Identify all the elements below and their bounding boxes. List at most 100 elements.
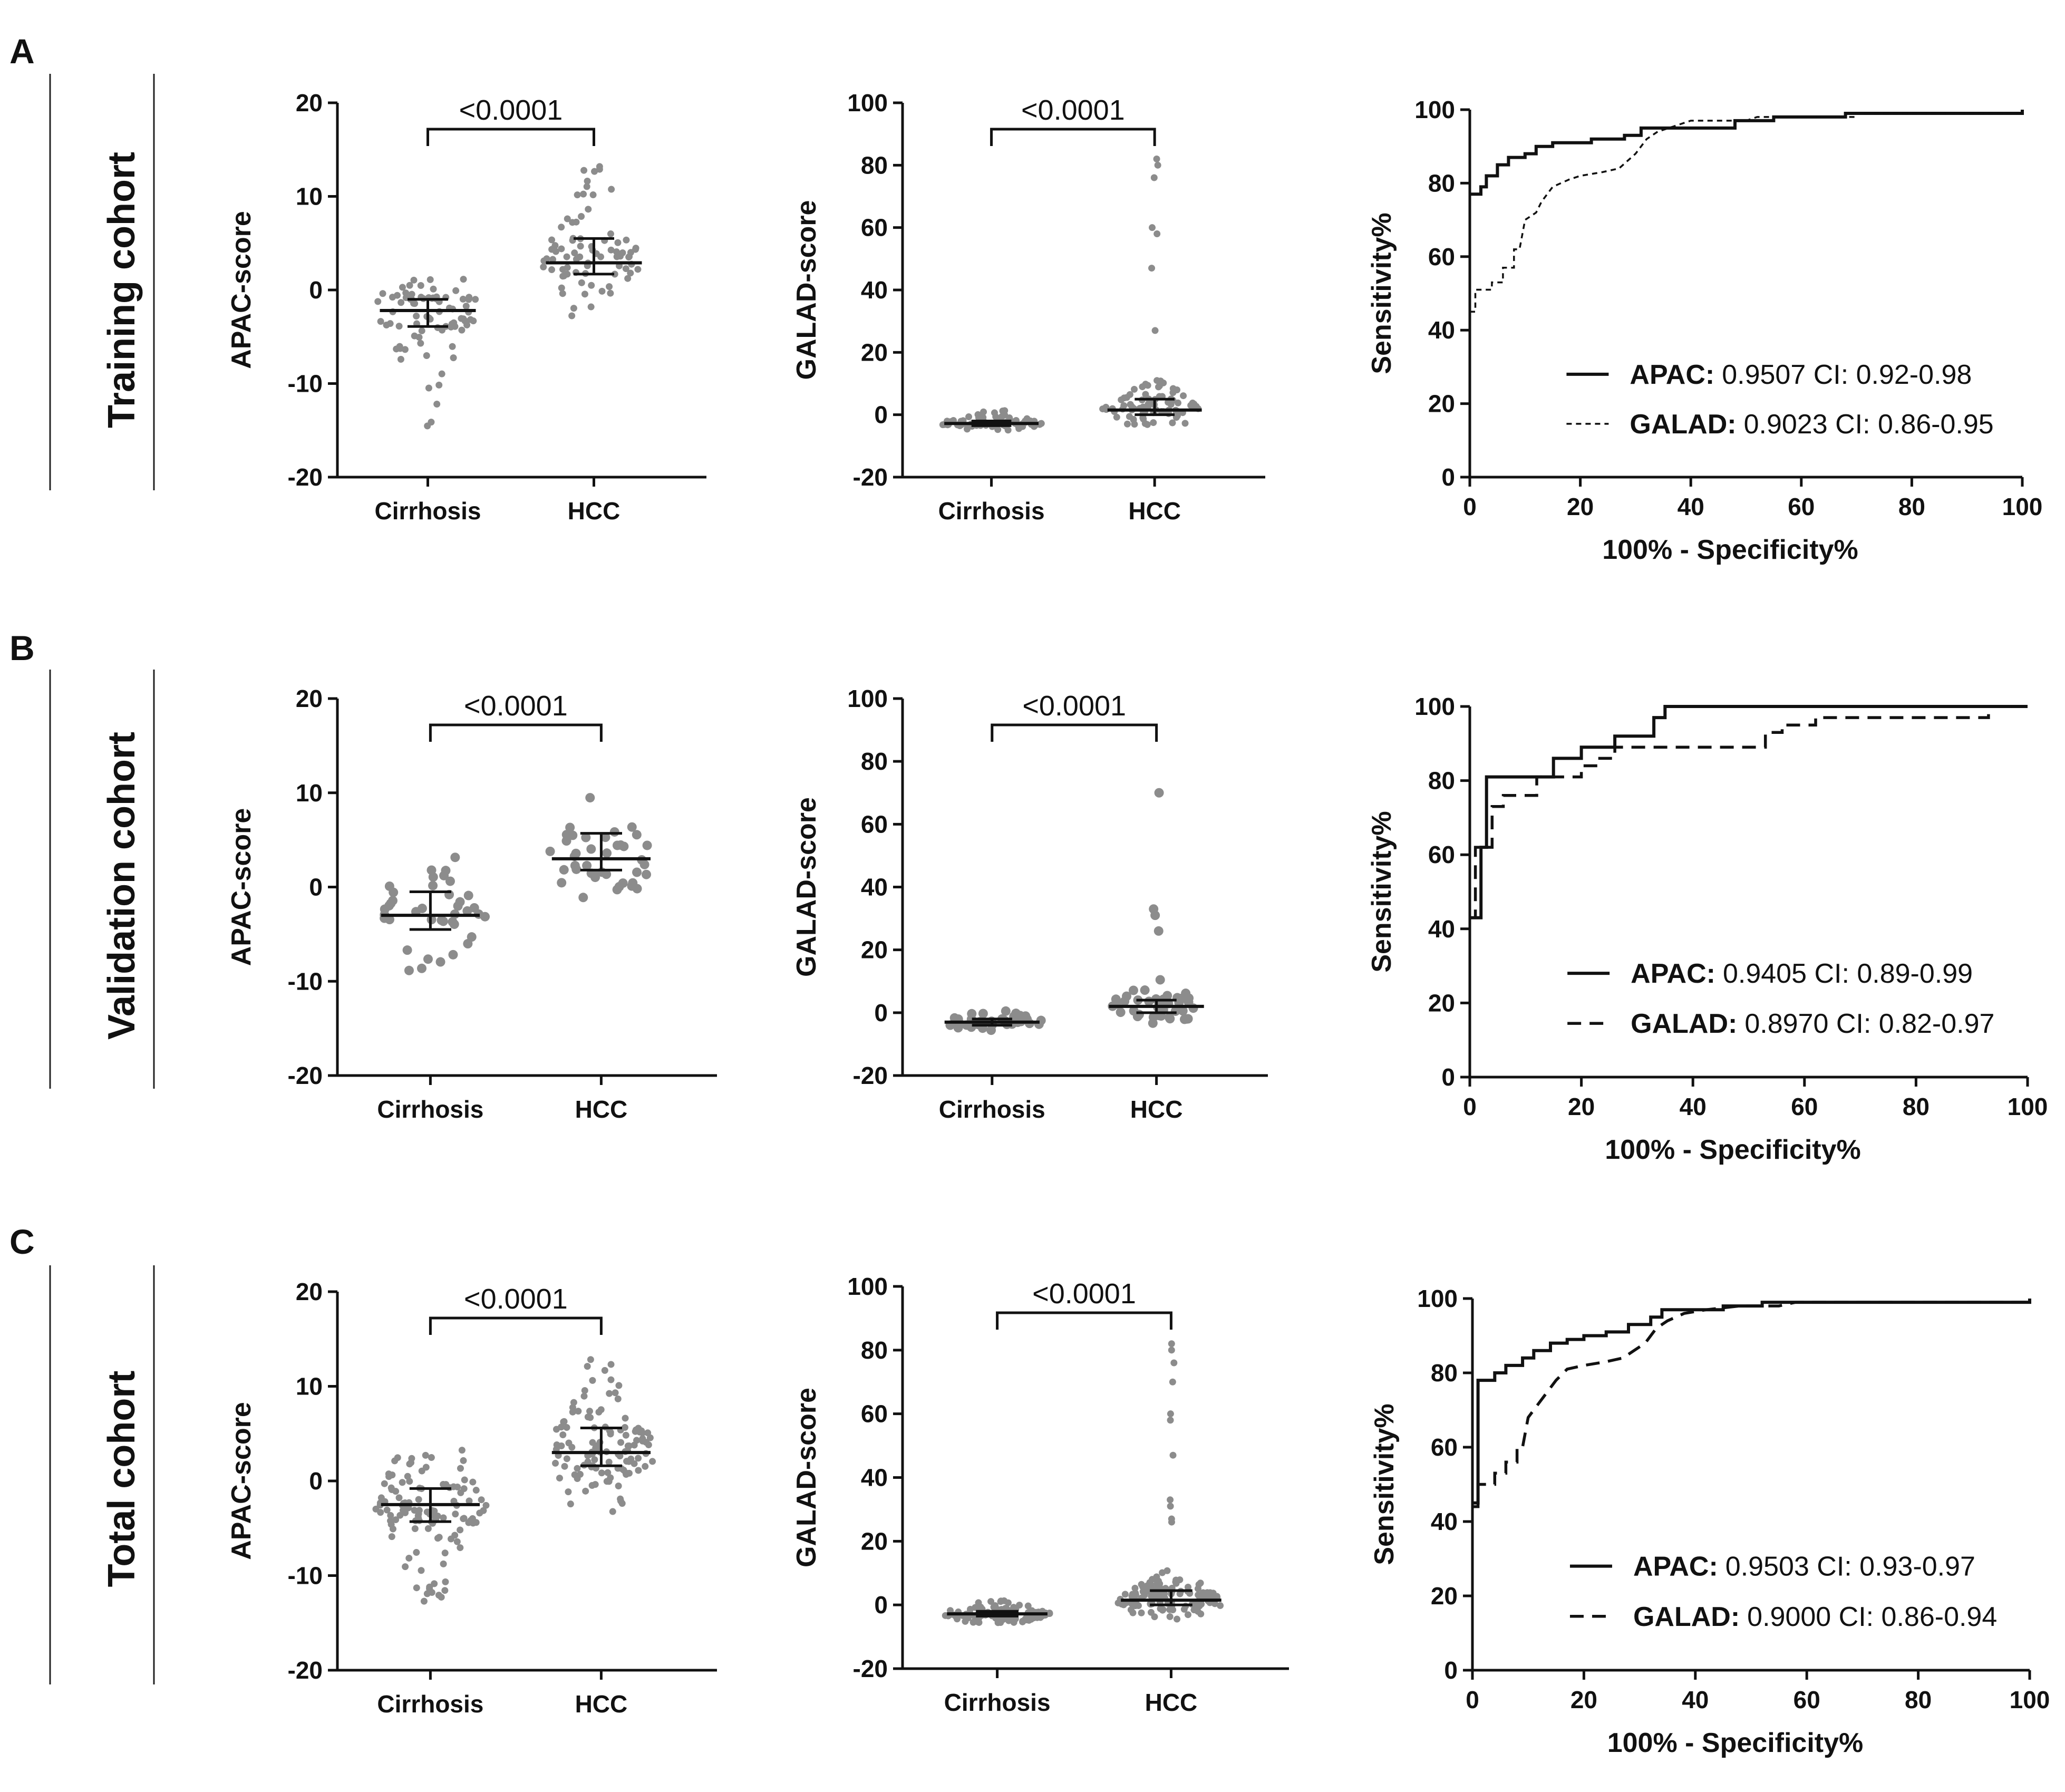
apac-dot-cirrhosis	[445, 876, 455, 886]
galad-y-axis-label: GALAD-score	[791, 200, 822, 380]
apac-dot-hcc	[618, 878, 628, 888]
galad-dot-cirrhosis	[977, 1603, 984, 1611]
apac-dot-cirrhosis	[377, 318, 384, 325]
apac-dot-cirrhosis	[411, 300, 419, 307]
apac-dot-hcc	[582, 1487, 589, 1495]
galad-y-tick-label: 0	[874, 401, 888, 429]
apac-dot-hcc	[581, 290, 588, 298]
roc-x-tick-label: 0	[1463, 1093, 1477, 1120]
apac-dot-cirrhosis	[411, 1525, 419, 1533]
galad-x-tick-label-cirrhosis: Cirrhosis	[939, 1096, 1045, 1123]
apac-dot-cirrhosis	[424, 1525, 432, 1532]
apac-y-tick-label: 0	[309, 1467, 323, 1495]
apac-dot-cirrhosis	[379, 290, 386, 297]
apac-dot-hcc	[585, 206, 592, 213]
apac-dot-hcc	[548, 266, 556, 274]
apac-dot-hcc	[624, 275, 632, 282]
apac-dot-cirrhosis	[402, 1563, 409, 1571]
apac-dot-hcc	[589, 1439, 596, 1446]
galad-dot-hcc	[1140, 985, 1150, 995]
roc-x-tick-label: 100	[2010, 1686, 2050, 1713]
apac-dot-cirrhosis	[457, 1465, 464, 1472]
apac-dot-cirrhosis	[457, 1526, 464, 1534]
galad-dot-hcc	[1174, 386, 1181, 394]
apac-dot-hcc	[564, 215, 571, 222]
apac-dot-cirrhosis	[435, 1534, 443, 1541]
apac-dot-cirrhosis	[372, 1505, 380, 1513]
apac-dot-hcc	[635, 1467, 642, 1474]
apac-dot-hcc	[619, 841, 629, 851]
galad-dot-hcc	[1183, 1014, 1193, 1024]
apac-dot-hcc	[604, 1469, 612, 1476]
roc-x-tick-label: 0	[1466, 1686, 1479, 1713]
apac-dot-cirrhosis	[423, 1590, 431, 1597]
galad-dot-cirrhosis	[994, 426, 1002, 433]
galad-dot-hcc	[1148, 1018, 1158, 1028]
apac-dot-cirrhosis	[422, 1464, 430, 1471]
apac-dot-cirrhosis	[449, 343, 456, 350]
galad-dot-hcc	[1158, 1591, 1165, 1598]
apac-dot-hcc	[568, 1444, 576, 1451]
roc-legend-entry-galad: GALAD: 0.8970 CI: 0.82-0.97	[1631, 1009, 1994, 1039]
galad-significance-bracket	[996, 1311, 1172, 1330]
galad-outlier-dot-hcc	[1153, 926, 1164, 936]
galad-dot-hcc	[1128, 1600, 1136, 1607]
apac-dot-cirrhosis	[448, 950, 458, 960]
roc-legend-name: GALAD:	[1633, 1602, 1740, 1632]
apac-dot-hcc	[578, 212, 585, 220]
apac-dot-hcc	[568, 312, 576, 319]
galad-dot-hcc	[1156, 382, 1163, 390]
galad-y-tick-label: 60	[861, 810, 888, 838]
roc-legend-stat: 0.8970 CI: 0.82-0.97	[1744, 1009, 1994, 1039]
apac-dot-cirrhosis	[466, 1497, 473, 1505]
roc-x-axis-label: 100% - Specificity%	[1602, 535, 1858, 565]
galad-outlier-dot-hcc	[1167, 1496, 1174, 1504]
apac-dot-cirrhosis	[428, 419, 435, 426]
apac-dot-cirrhosis	[410, 276, 418, 284]
apac-dot-hcc	[589, 191, 597, 199]
apac-dot-cirrhosis	[423, 1508, 431, 1516]
roc-legend-stat: 0.9503 CI: 0.93-0.97	[1725, 1552, 1975, 1582]
apac-dot-hcc	[624, 1442, 632, 1450]
galad-dot-cirrhosis	[980, 414, 987, 421]
apac-dot-cirrhosis	[460, 276, 467, 283]
galad-dot-cirrhosis	[949, 1013, 959, 1023]
apac-dot-hcc	[573, 218, 580, 226]
galad-y-tick-label: 100	[847, 89, 888, 117]
apac-dot-cirrhosis	[404, 965, 414, 975]
apac-dot-hcc	[552, 248, 559, 255]
galad-dot-cirrhosis	[986, 1025, 996, 1035]
apac-dot-cirrhosis	[426, 865, 437, 875]
galad-p-value: <0.0001	[1022, 690, 1126, 722]
galad-y-tick-label: 40	[861, 1464, 888, 1491]
apac-dot-cirrhosis	[415, 334, 423, 341]
galad-y-tick-label: 100	[847, 1273, 888, 1300]
galad-dot-cirrhosis	[1036, 1614, 1044, 1621]
apac-x-tick-label-cirrhosis: Cirrhosis	[375, 497, 481, 525]
apac-dot-hcc	[559, 865, 569, 875]
apac-dot-hcc	[557, 878, 567, 888]
apac-dot-cirrhosis	[423, 954, 433, 964]
apac-x-tick-label-cirrhosis: Cirrhosis	[377, 1096, 483, 1123]
roc-x-tick-label: 100	[2002, 493, 2043, 520]
roc-y-tick-label: 60	[1428, 243, 1455, 270]
apac-dot-hcc	[556, 1475, 563, 1482]
apac-dot-hcc	[584, 1363, 591, 1370]
galad-dot-hcc	[1120, 394, 1128, 402]
apac-dot-hcc	[582, 860, 592, 870]
apac-dot-hcc	[574, 1465, 581, 1472]
apac-dot-hcc	[623, 236, 630, 244]
apac-dot-cirrhosis	[394, 1454, 401, 1461]
galad-outlier-dot-hcc	[1154, 161, 1161, 169]
galad-dot-hcc	[1113, 413, 1120, 421]
apac-dot-hcc	[607, 1474, 614, 1481]
apac-y-tick-label: 10	[296, 779, 323, 807]
roc-x-tick-label: 40	[1678, 493, 1704, 520]
apac-dot-cirrhosis	[405, 1554, 413, 1562]
apac-dot-hcc	[601, 1367, 608, 1374]
roc-y-tick-label: 80	[1431, 1359, 1458, 1387]
galad-dot-cirrhosis	[987, 1598, 995, 1605]
apac-p-value: <0.0001	[464, 690, 568, 722]
galad-dot-hcc	[1138, 1609, 1145, 1616]
roc-x-tick-label: 80	[1905, 1686, 1932, 1713]
